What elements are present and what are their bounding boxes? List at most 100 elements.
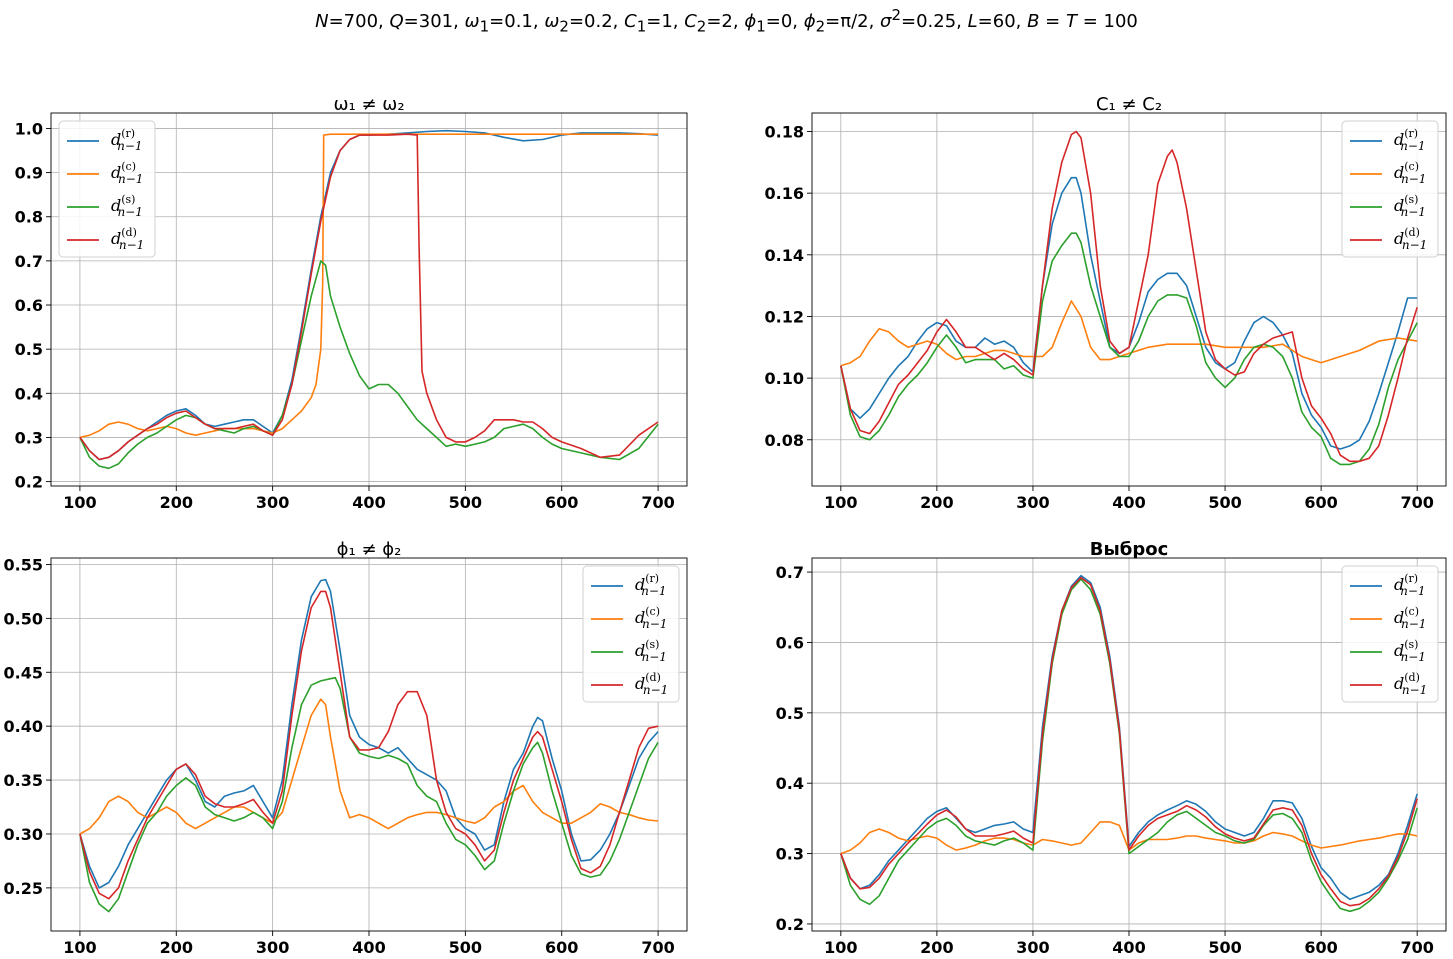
y-tick-label: 0.8: [15, 208, 43, 227]
x-tick-label: 300: [1016, 938, 1049, 957]
legend-label-s: d(s) n−1: [635, 638, 667, 664]
omega-plot-title: ω₁ ≠ ω₂: [333, 94, 404, 115]
legend-label-d: d(d) n−1: [1394, 671, 1427, 697]
legend-label-s: d(s) n−1: [1394, 638, 1426, 664]
x-tick-label: 500: [449, 493, 482, 512]
outlier-plot-title: Выброс: [1090, 539, 1169, 560]
y-tick-label: 0.45: [4, 663, 43, 682]
phi-plot-title: ϕ₁ ≠ ϕ₂: [337, 539, 402, 560]
x-tick-label: 700: [641, 938, 674, 957]
legend: d(r) n−1 d(c) n−1 d(s) n−1 d(d) n−1: [1341, 565, 1439, 703]
x-tick-label: 100: [824, 938, 857, 957]
legend: d(r) n−1 d(c) n−1 d(s) n−1 d(d) n−1: [1341, 120, 1439, 258]
c-plot-title: C₁ ≠ C₂: [1096, 94, 1162, 115]
y-tick-label: 0.2: [15, 473, 43, 492]
y-tick-label: 0.3: [15, 428, 43, 447]
legend-label-d: d(d) n−1: [635, 671, 668, 697]
y-tick-label: 0.6: [15, 296, 43, 315]
legend-label-r: d(r) n−1: [1394, 572, 1426, 598]
legend-label-s: d(s) n−1: [1394, 193, 1426, 219]
legend-label-c: d(c) n−1: [111, 160, 143, 186]
x-tick-label: 500: [1208, 938, 1241, 957]
y-tick-label: 0.25: [4, 879, 43, 898]
legend-box: [1341, 565, 1439, 703]
x-tick-label: 400: [1112, 493, 1145, 512]
y-tick-label: 0.55: [4, 555, 43, 574]
x-tick-label: 100: [824, 493, 857, 512]
x-tick-label: 300: [256, 493, 289, 512]
figure-title: N=700, Q=301, ω1=0.1, ω2=0.2, C1=1, C2=2…: [315, 6, 1138, 36]
y-tick-label: 0.7: [15, 252, 43, 271]
y-tick-label: 0.50: [4, 609, 43, 628]
y-tick-label: 0.10: [765, 369, 804, 388]
x-tick-label: 200: [920, 493, 953, 512]
legend-box: [582, 565, 680, 703]
x-tick-label: 400: [352, 493, 385, 512]
x-tick-label: 600: [545, 938, 578, 957]
series-line-s: [840, 578, 1418, 913]
legend-box: [58, 120, 156, 258]
y-tick-label: 1.0: [15, 119, 43, 138]
series-line-s: [840, 232, 1418, 466]
legend-box: [1341, 120, 1439, 258]
legend-label-d: d(d) n−1: [111, 226, 144, 252]
x-tick-label: 100: [63, 938, 96, 957]
y-tick-label: 0.16: [765, 184, 804, 203]
y-tick-label: 0.14: [765, 246, 804, 265]
y-tick-label: 0.18: [765, 122, 804, 141]
y-tick-label: 0.4: [15, 384, 43, 403]
x-tick-label: 700: [1400, 493, 1433, 512]
legend: d(r) n−1 d(c) n−1 d(s) n−1 d(d) n−1: [58, 120, 156, 258]
legend-label-c: d(c) n−1: [1394, 160, 1426, 186]
x-tick-label: 300: [1016, 493, 1049, 512]
legend-label-c: d(c) n−1: [635, 605, 667, 631]
y-tick-label: 0.08: [765, 431, 804, 450]
subplot-2: 100 200 300 400 500 600 700 0.08 0.10 0.12 0.14 0.1…: [765, 94, 1447, 512]
x-tick-label: 300: [256, 938, 289, 957]
x-tick-label: 200: [160, 493, 193, 512]
series-line-d: [840, 130, 1418, 463]
y-tick-label: 0.6: [776, 633, 804, 652]
y-tick-label: 0.4: [776, 774, 804, 793]
series-line-s: [79, 676, 659, 913]
subplot-3: 100 200 300 400 500 600 700 0.25 0.30 0.35 0.40 0.4…: [4, 539, 688, 957]
series-line-d: [79, 133, 659, 461]
x-tick-label: 700: [1400, 938, 1433, 957]
x-tick-label: 400: [1112, 938, 1145, 957]
x-tick-label: 200: [920, 938, 953, 957]
y-tick-label: 0.5: [776, 704, 804, 723]
x-tick-label: 600: [545, 493, 578, 512]
y-tick-label: 0.9: [15, 164, 43, 183]
y-tick-label: 0.3: [776, 845, 804, 864]
y-tick-label: 0.35: [4, 771, 43, 790]
series-line-c: [79, 133, 659, 439]
y-tick-label: 0.40: [4, 717, 43, 736]
y-tick-label: 0.5: [15, 340, 43, 359]
legend-label-r: d(r) n−1: [635, 572, 667, 598]
series-line-d: [840, 576, 1418, 907]
y-tick-label: 0.30: [4, 825, 43, 844]
legend-label-c: d(c) n−1: [1394, 605, 1426, 631]
series-line-c: [79, 698, 659, 835]
y-tick-label: 0.7: [776, 563, 804, 582]
x-tick-label: 100: [63, 493, 96, 512]
y-tick-label: 0.2: [776, 915, 804, 934]
x-tick-label: 500: [449, 938, 482, 957]
legend-label-r: d(r) n−1: [1394, 127, 1426, 153]
x-tick-label: 400: [352, 938, 385, 957]
legend: d(r) n−1 d(c) n−1 d(s) n−1 d(d) n−1: [582, 565, 680, 703]
x-tick-label: 700: [641, 493, 674, 512]
x-tick-label: 200: [160, 938, 193, 957]
series-line-s: [79, 260, 659, 470]
series-line-c: [840, 300, 1418, 367]
x-tick-label: 600: [1304, 493, 1337, 512]
x-tick-label: 500: [1208, 493, 1241, 512]
legend-label-r: d(r) n−1: [111, 127, 143, 153]
y-tick-label: 0.12: [765, 307, 804, 326]
series-line-d: [79, 590, 659, 900]
legend-label-s: d(s) n−1: [111, 193, 143, 219]
x-tick-label: 600: [1304, 938, 1337, 957]
subplot-1: 100 200 300 400 500 600 700 0.2 0.3 0.4 0.5 0.6 0.7 0…: [15, 94, 688, 512]
subplot-4: 100 200 300 400 500 600 700 0.2 0.3 0.4 0.5 0.6 0.7 В…: [776, 539, 1447, 957]
